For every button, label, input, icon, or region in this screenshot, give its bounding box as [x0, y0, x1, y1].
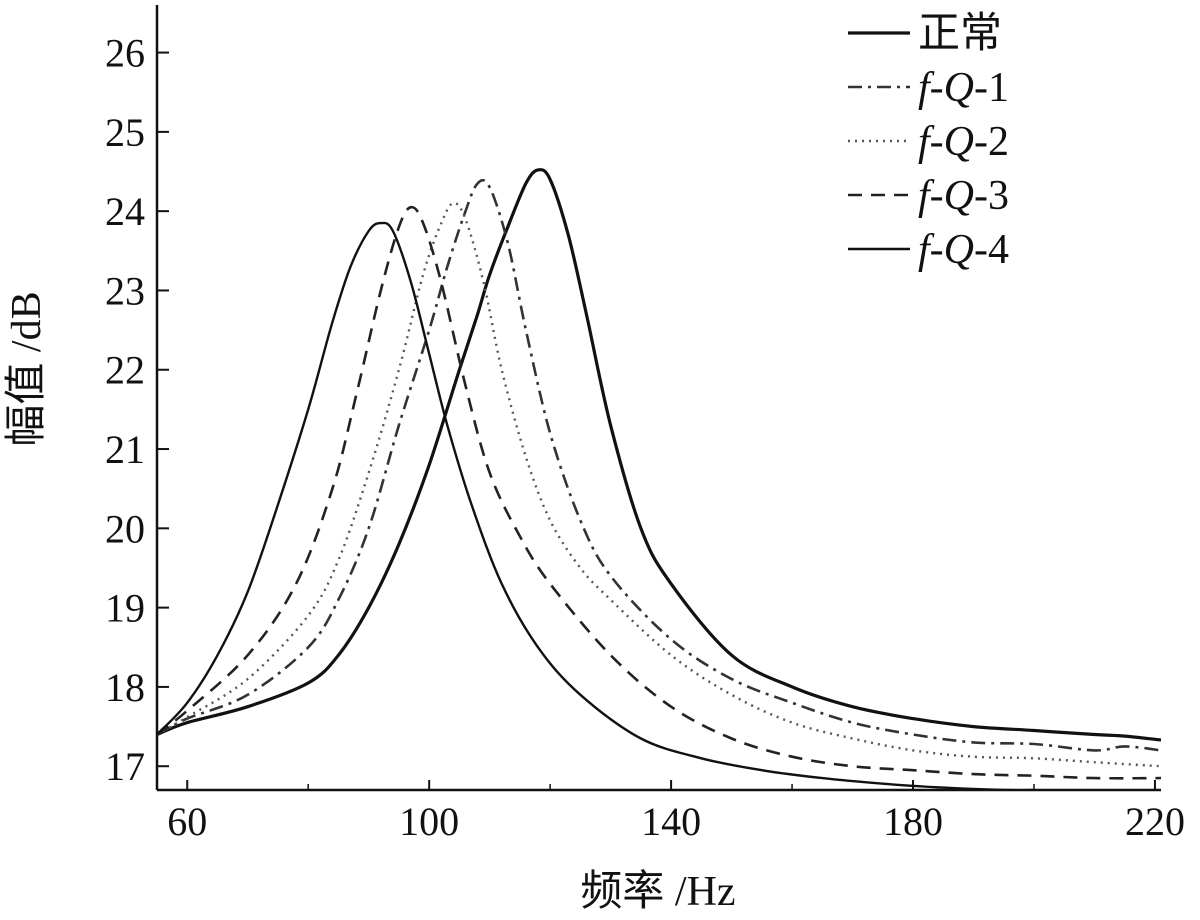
- series-line-5: [157, 221, 1034, 790]
- x-axis-title: 频率 /Hz: [580, 868, 735, 915]
- y-tick-label: 17: [105, 744, 145, 789]
- x-tick-label: 220: [1125, 799, 1185, 844]
- y-axis: 17 18 19 20 21 22 23 24 25 26: [105, 31, 169, 789]
- y-tick-label: 22: [105, 348, 145, 393]
- plot-frame: [155, 5, 1161, 792]
- x-tick-label: 180: [883, 799, 943, 844]
- legend: 正常 f-Q-1 f-Q-2 f-Q-3 f-Q-4: [848, 11, 1009, 273]
- legend-label-2: f-Q-1: [918, 65, 1009, 111]
- x-axis: 60 100 140 180 220: [167, 780, 1185, 844]
- x-tick-label: 100: [399, 799, 459, 844]
- legend-label-4: f-Q-3: [918, 173, 1009, 219]
- legend-label-1: 正常: [918, 11, 1002, 57]
- y-tick-label: 26: [105, 31, 145, 76]
- x-tick-label: 60: [167, 799, 207, 844]
- series-line-1: [157, 168, 1161, 742]
- y-tick-label: 25: [105, 110, 145, 155]
- y-tick-label: 21: [105, 427, 145, 472]
- y-tick-label: 24: [105, 189, 145, 234]
- series-line-2: [157, 178, 1161, 752]
- legend-label-5: f-Q-4: [918, 227, 1009, 273]
- legend-label-3: f-Q-2: [918, 119, 1009, 165]
- x-tick-label: 140: [641, 799, 701, 844]
- y-tick-label: 19: [105, 586, 145, 631]
- series-line-3: [157, 201, 1161, 768]
- y-tick-label: 18: [105, 665, 145, 710]
- y-axis-title: 幅值 /dB: [4, 291, 50, 446]
- series-layer: [157, 168, 1161, 790]
- series-line-4: [157, 205, 1161, 780]
- y-tick-label: 20: [105, 506, 145, 551]
- y-tick-label: 23: [105, 268, 145, 313]
